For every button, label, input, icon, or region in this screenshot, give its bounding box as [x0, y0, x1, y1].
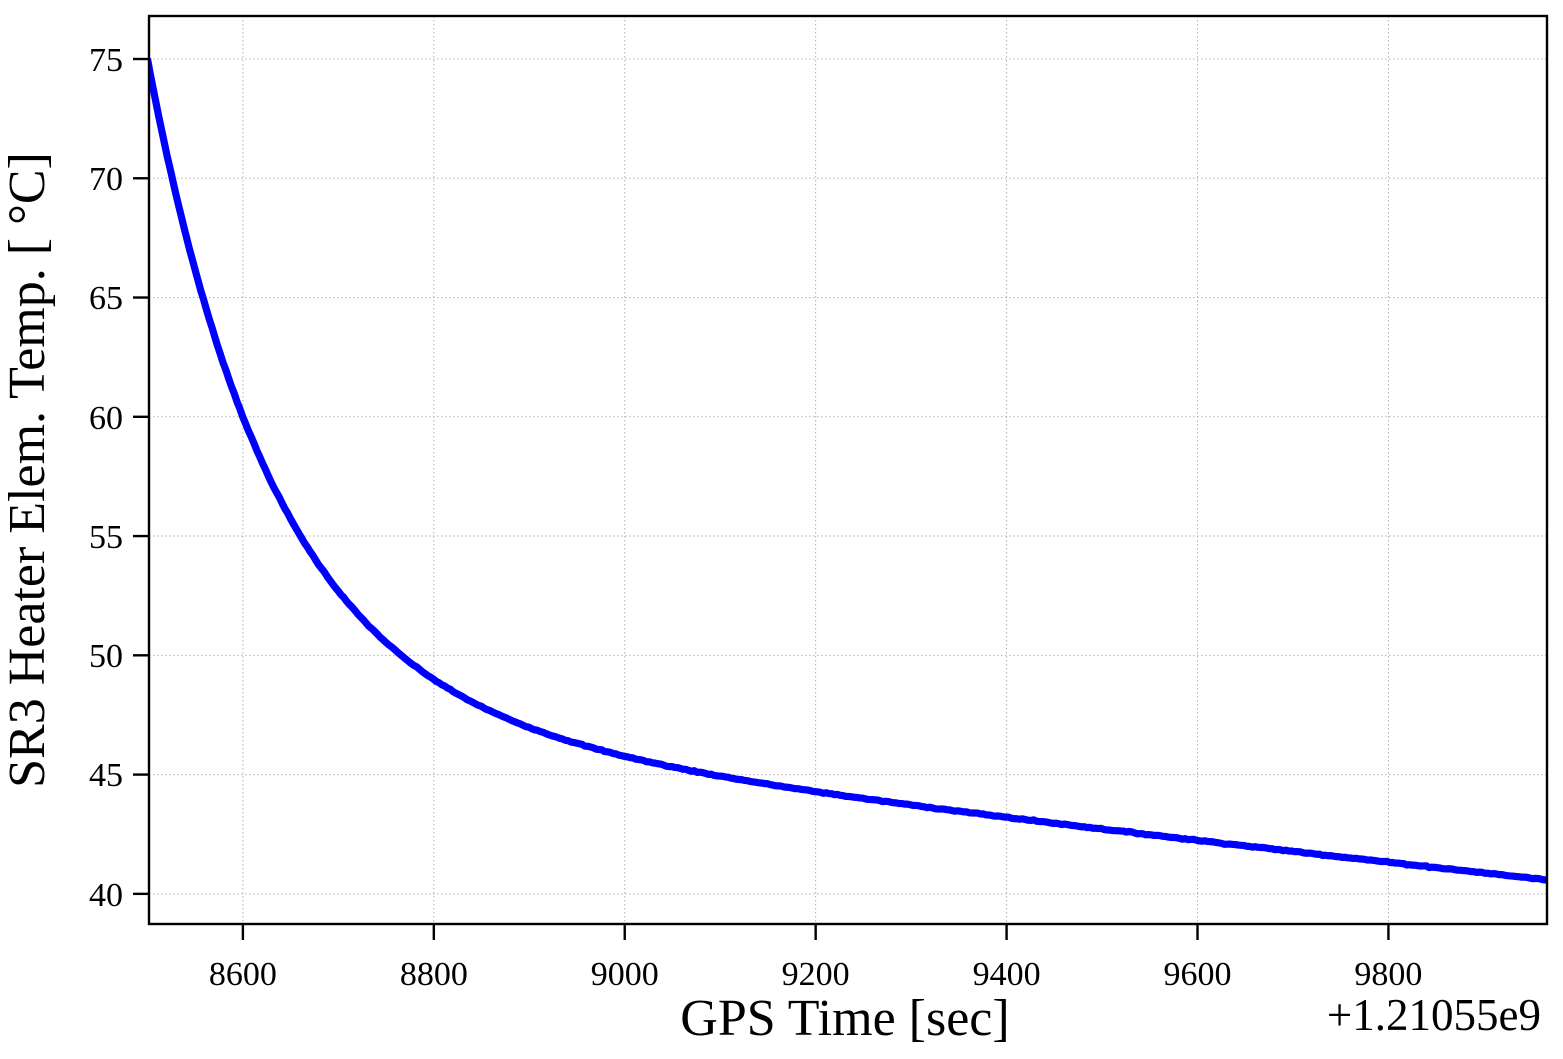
svg-text:8600: 8600 — [209, 956, 277, 993]
svg-text:65: 65 — [89, 280, 123, 317]
svg-text:50: 50 — [89, 638, 123, 675]
svg-text:+1.21055e9: +1.21055e9 — [1327, 990, 1541, 1040]
svg-text:60: 60 — [89, 400, 123, 437]
svg-text:9000: 9000 — [591, 956, 659, 993]
svg-text:9800: 9800 — [1354, 956, 1422, 993]
svg-text:9600: 9600 — [1164, 956, 1232, 993]
svg-text:9400: 9400 — [973, 956, 1041, 993]
svg-text:9200: 9200 — [782, 956, 850, 993]
svg-text:GPS Time [sec]: GPS Time [sec] — [680, 990, 1009, 1047]
svg-text:55: 55 — [89, 519, 123, 556]
svg-text:SR3 Heater Elem. Temp. [ °C]: SR3 Heater Elem. Temp. [ °C] — [0, 152, 56, 788]
svg-text:40: 40 — [89, 877, 123, 914]
svg-text:45: 45 — [89, 757, 123, 794]
svg-text:8800: 8800 — [400, 956, 468, 993]
svg-text:75: 75 — [89, 42, 123, 79]
svg-text:70: 70 — [89, 161, 123, 198]
